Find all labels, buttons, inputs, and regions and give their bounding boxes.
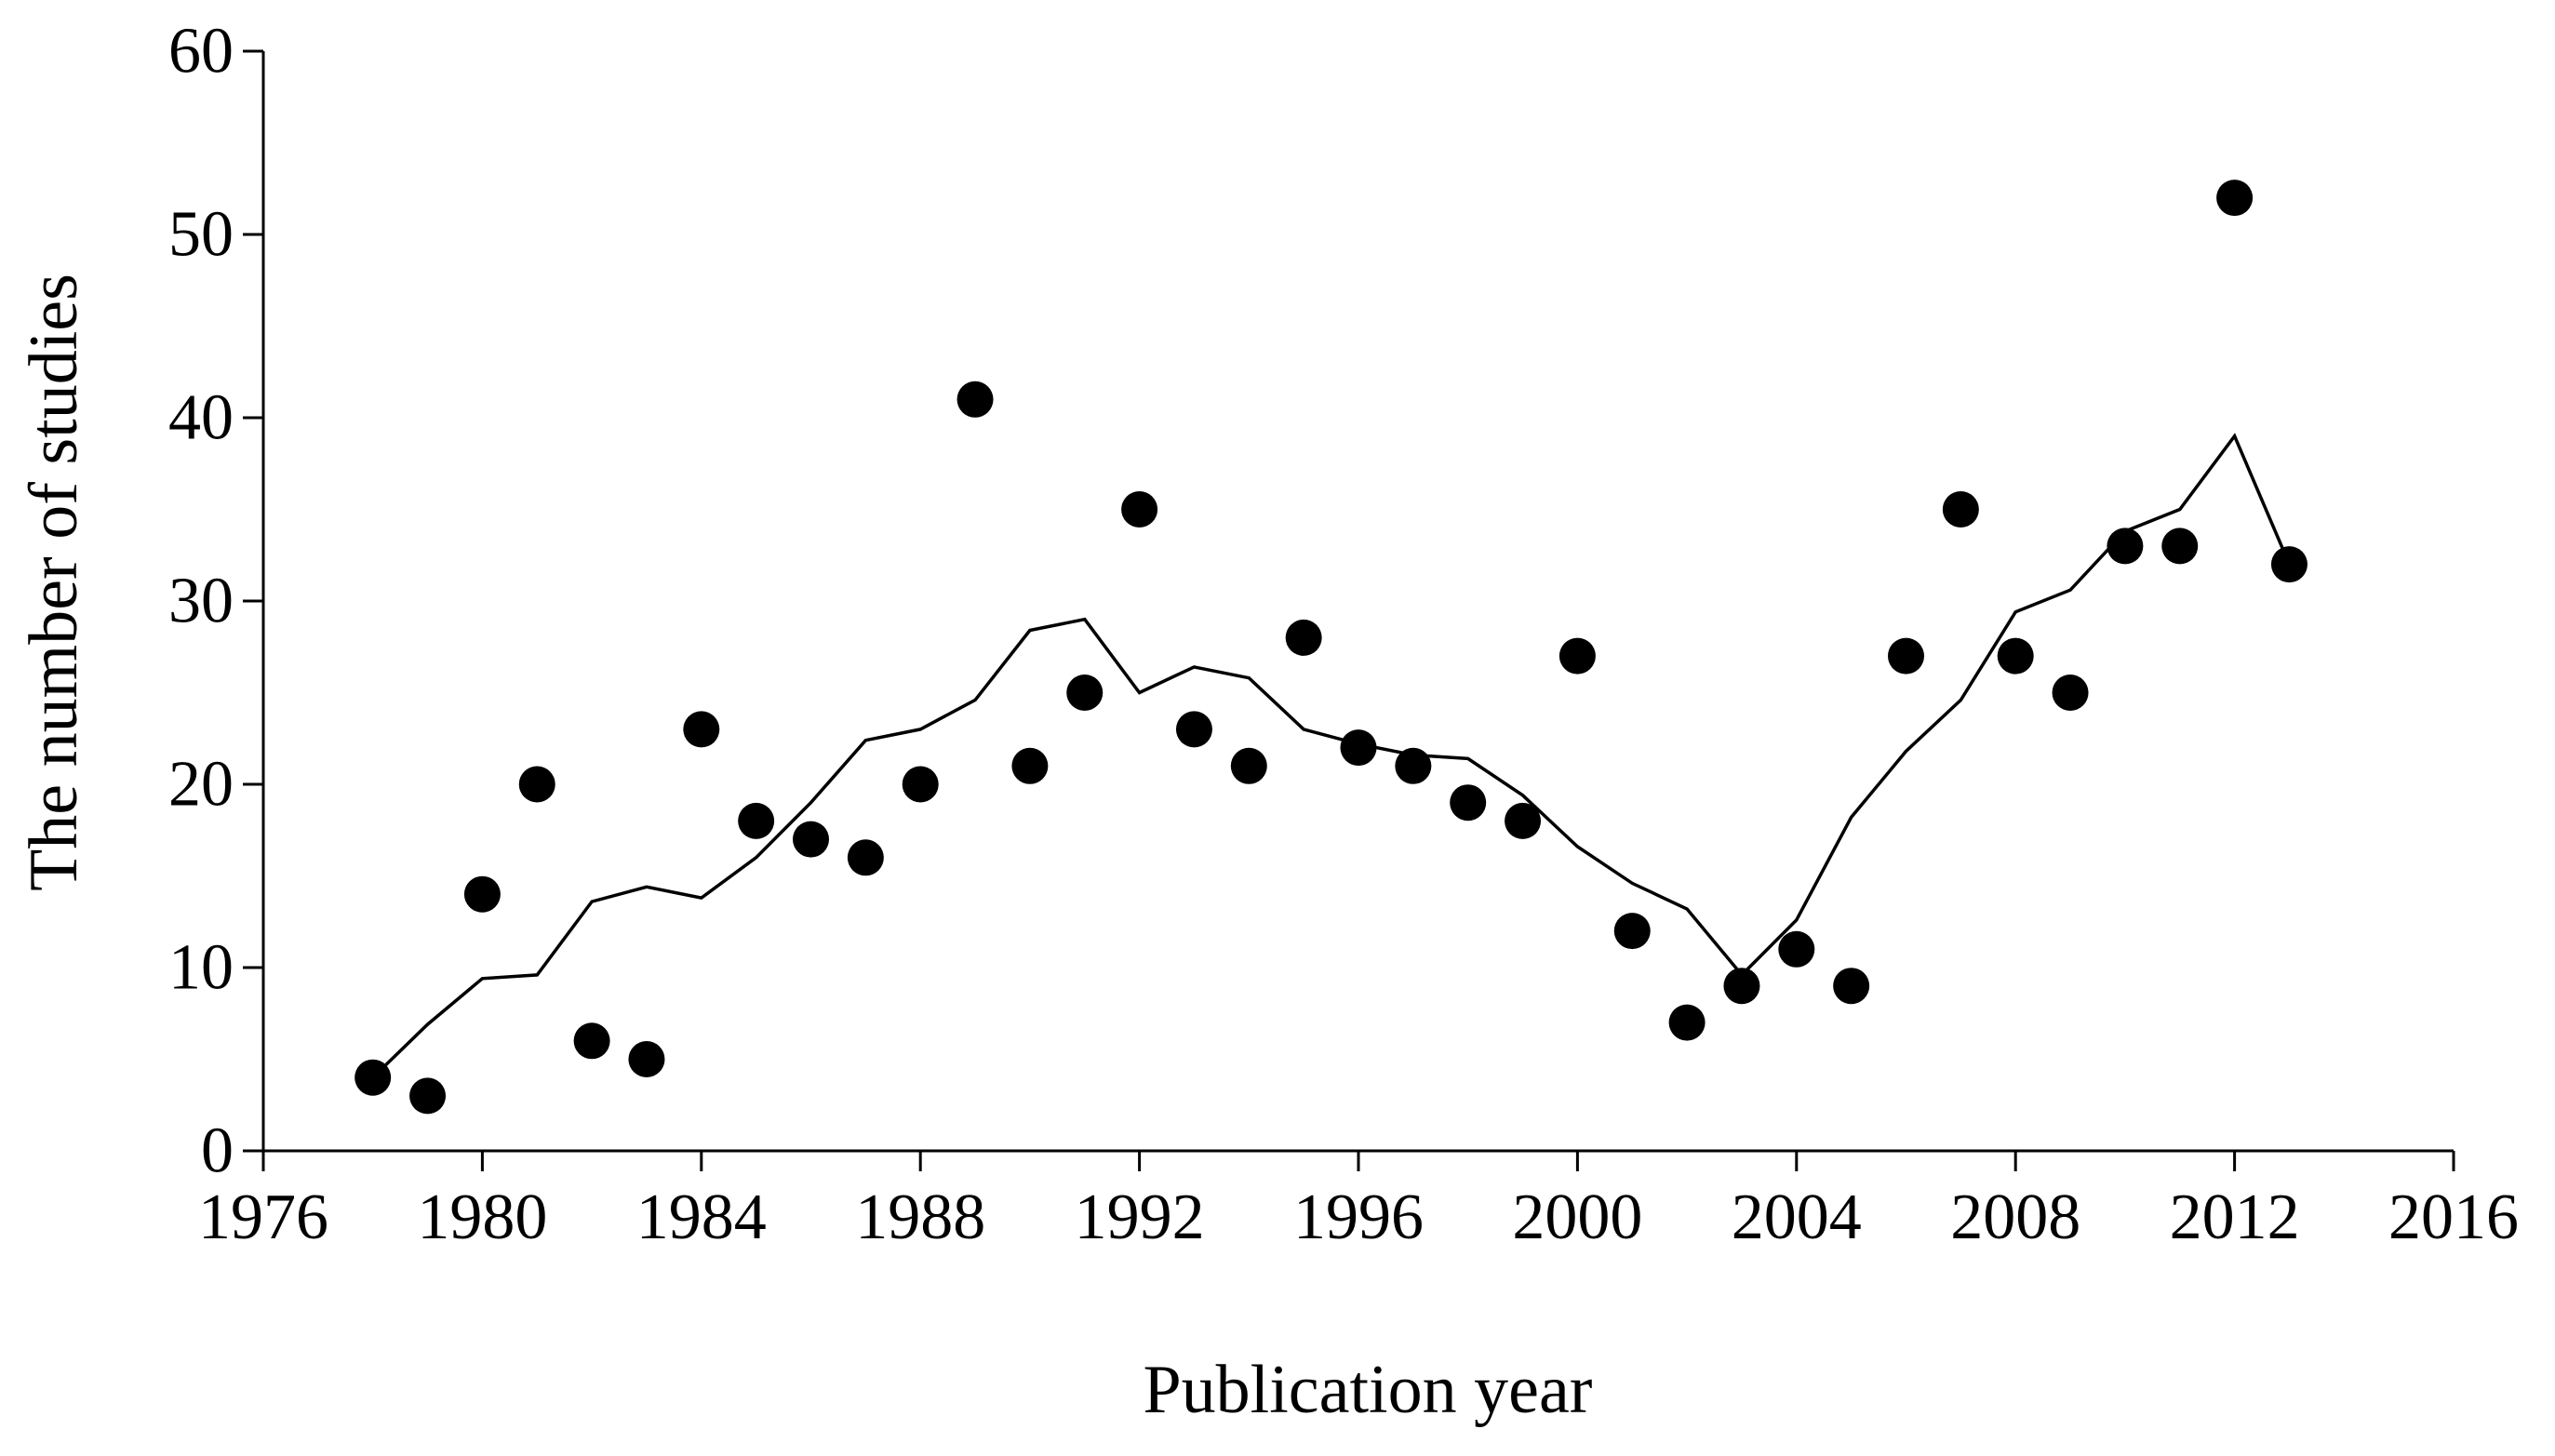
data-point [956, 381, 994, 418]
data-point [1340, 729, 1377, 767]
x-tick-label: 2008 [1950, 1182, 2080, 1253]
data-point [2107, 528, 2144, 565]
data-point [902, 766, 939, 803]
data-point [463, 875, 501, 913]
y-tick-label: 10 [168, 932, 234, 1004]
data-point [2052, 675, 2089, 711]
data-point [354, 1059, 392, 1096]
data-point [1230, 747, 1267, 784]
trend-line-group [371, 433, 2292, 1079]
data-point [1833, 968, 1870, 1005]
data-point [1450, 784, 1487, 822]
data-point [1613, 913, 1651, 950]
data-point [683, 711, 720, 748]
data-point [573, 1022, 610, 1060]
data-point [738, 802, 775, 839]
moving-average-line [371, 433, 2292, 1079]
data-point [628, 1041, 665, 1077]
data-point [1175, 711, 1212, 748]
data-point [2161, 528, 2199, 565]
data-point [409, 1077, 447, 1115]
x-tick-label: 2016 [2388, 1182, 2519, 1253]
data-point [1888, 637, 1924, 675]
labels-group: 0 10 20 30 40 50 60 1976 1980 1984 1988 1992 1996 200… [16, 16, 2519, 1429]
data-point [1011, 747, 1049, 784]
data-point [2216, 180, 2254, 217]
data-point [1066, 675, 1104, 711]
y-axis-title: The number of studies [16, 274, 92, 891]
x-tick-label: 1984 [636, 1182, 767, 1253]
points-group [354, 180, 2308, 1115]
y-tick-label: 30 [168, 566, 234, 637]
y-tick-label: 60 [168, 16, 234, 87]
x-tick-label: 2000 [1512, 1182, 1642, 1253]
x-tick-label: 2004 [1732, 1182, 1862, 1253]
data-point [1668, 1004, 1706, 1041]
data-point [518, 766, 555, 803]
data-point [1997, 637, 2034, 675]
data-point [1723, 968, 1760, 1005]
data-point [1121, 491, 1158, 528]
x-tick-label: 1992 [1075, 1182, 1205, 1253]
data-point [1505, 802, 1542, 839]
y-tick-label: 50 [168, 199, 234, 271]
data-point [793, 821, 829, 858]
x-tick-label: 1996 [1293, 1182, 1424, 1253]
data-point [1285, 619, 1322, 656]
x-axis-title: Publication year [1144, 1352, 1593, 1428]
y-tick-label: 0 [201, 1115, 234, 1187]
data-point [1942, 491, 1979, 528]
x-tick-label: 1976 [198, 1182, 328, 1253]
x-tick-label: 2012 [2170, 1182, 2300, 1253]
data-point [1558, 637, 1596, 675]
data-point [847, 839, 884, 876]
x-tick-label: 1980 [417, 1182, 547, 1253]
x-tick-label: 1988 [855, 1182, 985, 1253]
data-point [1778, 930, 1815, 968]
y-tick-label: 20 [168, 749, 234, 821]
axes-group [243, 49, 2455, 1171]
y-tick-label: 40 [168, 382, 234, 454]
data-point [1395, 747, 1432, 784]
data-point [2270, 546, 2308, 583]
